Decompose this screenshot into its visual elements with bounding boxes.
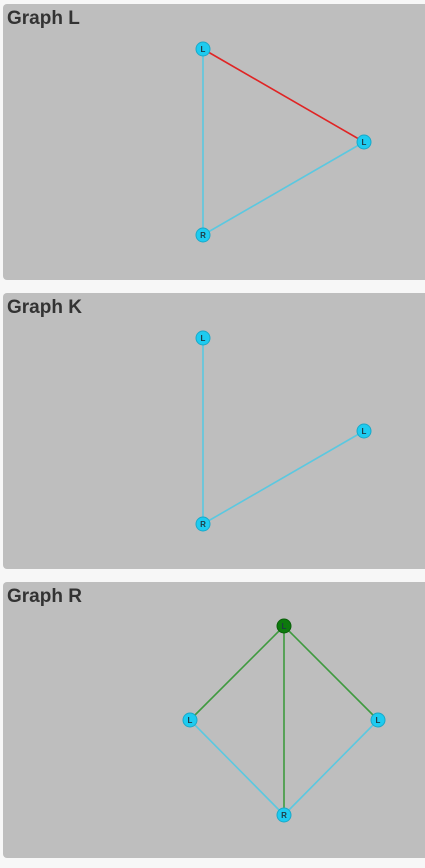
graph-l-edge-n1-n2[interactable] [202,48,365,143]
graph-r-node-label: L [188,716,193,725]
graph-l-title: Graph L [7,8,80,29]
graph-r-node-n3[interactable]: R [276,807,292,823]
graph-l-node-n3[interactable]: R [195,227,211,243]
graph-k-node-label: L [362,427,367,436]
graph-r-node-n0[interactable]: L [276,618,292,634]
graph-l-node-label: L [362,138,367,147]
graph-r-node-label: L [376,716,381,725]
graph-r-node-circle[interactable] [370,712,386,728]
graph-r-edge-n2-n3[interactable] [283,719,379,816]
graph-l-canvas[interactable]: L L R [3,4,425,280]
graph-r-node-label: R [281,811,287,820]
graph-k-node-circle[interactable] [195,330,211,346]
graph-l-edge-n2-n3[interactable] [202,141,365,236]
graph-k-node-n3[interactable]: R [195,516,211,532]
graph-k-node-n2[interactable]: L [356,423,372,439]
graph-r-node-circle[interactable] [276,618,292,634]
graph-r-edge-n0-n2[interactable] [283,625,379,721]
graph-r-node-label: L [282,622,287,631]
graph-r-node-n1[interactable]: L [182,712,198,728]
graph-k-node-label: L [201,334,206,343]
graph-l-panel: Graph L L L R [3,4,425,280]
graph-r-edge-n0-n1[interactable] [189,625,285,721]
graph-r-canvas[interactable]: L L L R [3,582,425,858]
graph-l-node-circle[interactable] [195,227,211,243]
graph-r-node-circle[interactable] [182,712,198,728]
graph-k-node-circle[interactable] [195,516,211,532]
graph-l-node-n1[interactable]: L [195,41,211,57]
graph-r-title: Graph R [7,586,82,607]
graph-k-edge-n2-n3[interactable] [202,430,365,525]
graph-r-edge-n1-n3[interactable] [189,719,285,816]
graph-k-title: Graph K [7,297,82,318]
graph-l-node-label: R [200,231,206,240]
graph-l-node-n2[interactable]: L [356,134,372,150]
graph-r-node-n2[interactable]: L [370,712,386,728]
graph-r-node-circle[interactable] [276,807,292,823]
graph-k-node-n1[interactable]: L [195,330,211,346]
graph-l-node-circle[interactable] [356,134,372,150]
graph-k-node-label: R [200,520,206,529]
graph-k-panel: Graph K L L R [3,293,425,569]
graph-k-canvas[interactable]: L L R [3,293,425,569]
graph-l-node-label: L [201,45,206,54]
graph-l-node-circle[interactable] [195,41,211,57]
graph-k-node-circle[interactable] [356,423,372,439]
graph-r-panel: Graph R L L L R [3,582,425,858]
